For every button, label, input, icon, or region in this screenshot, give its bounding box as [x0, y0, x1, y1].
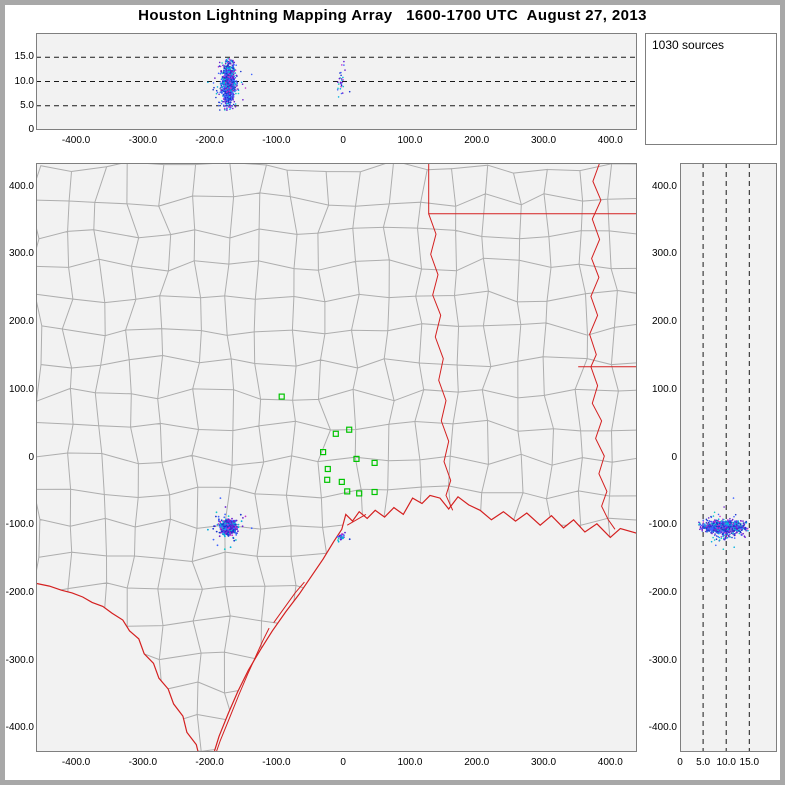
station-marker — [346, 426, 353, 433]
tick-label: 15.0 — [739, 757, 760, 768]
tick-label: 400.0 — [651, 180, 677, 192]
tick-label: 400.0 — [597, 135, 623, 146]
sources-count-label: 1030 sources — [652, 38, 725, 52]
station-marker — [332, 430, 339, 437]
tick-label: 10.0 — [716, 757, 736, 768]
tick-label: 10.0 — [14, 75, 34, 87]
tick-label: 300.0 — [530, 757, 557, 768]
tick-label: -300.0 — [648, 654, 677, 666]
station-marker — [324, 476, 331, 483]
barrier-island-line — [346, 513, 367, 526]
altitude-vs-northsouth-panel — [680, 163, 777, 752]
station-marker — [338, 478, 345, 485]
station-marker — [344, 488, 351, 495]
panel-border — [680, 163, 777, 752]
source-points-layer — [207, 497, 351, 551]
tick-label: 100.0 — [397, 757, 423, 768]
state-and-coast-borders — [36, 163, 637, 752]
tick-label: -400.0 — [61, 757, 91, 768]
panel-border — [36, 163, 637, 752]
state-border-line — [589, 163, 616, 530]
source-points-layer — [207, 57, 351, 111]
tick-label: 15.0 — [14, 51, 34, 63]
tick-label: 100.0 — [397, 135, 423, 146]
station-marker — [356, 490, 363, 497]
tick-label: 400.0 — [8, 180, 34, 192]
tick-label: -400.0 — [61, 135, 91, 146]
tick-label: 0 — [677, 757, 683, 768]
county-boundary-lines — [36, 163, 637, 752]
barrier-island-line — [273, 581, 305, 623]
tick-label: 0 — [340, 135, 346, 146]
sources-count-panel: 1030 sources — [645, 33, 777, 145]
tick-label: -200.0 — [195, 135, 224, 146]
tick-label: -300.0 — [128, 135, 158, 146]
tick-label: -100.0 — [648, 519, 677, 531]
state-border-line — [428, 213, 454, 511]
tick-label: -100.0 — [5, 519, 34, 531]
tick-label: -100.0 — [262, 135, 291, 146]
tick-label: 200.0 — [8, 316, 34, 328]
tick-label: 5.0 — [696, 757, 711, 768]
station-marker — [324, 465, 331, 473]
altitude-vs-eastwest-panel — [36, 33, 637, 130]
tick-label: 0 — [28, 451, 34, 463]
barrier-island-line — [215, 627, 270, 752]
tick-label: -200.0 — [5, 586, 34, 598]
lma-station-markers — [278, 393, 378, 497]
tick-label: -300.0 — [128, 757, 158, 768]
tick-label: -100.0 — [262, 757, 291, 768]
panel-border — [36, 33, 637, 130]
station-marker — [353, 455, 360, 462]
tick-label: 0 — [671, 451, 677, 463]
altitude-dashed-lines — [36, 56, 637, 107]
station-marker — [371, 459, 378, 466]
station-marker — [320, 449, 327, 456]
tick-label: 400.0 — [597, 757, 623, 768]
tick-label: 200.0 — [464, 135, 490, 146]
coastline-and-rio-grande — [36, 494, 637, 752]
tick-label: -300.0 — [5, 654, 34, 666]
tick-label: -200.0 — [648, 586, 677, 598]
map-panel — [36, 163, 637, 752]
tick-label: 5.0 — [20, 99, 34, 111]
source-points-layer — [698, 497, 749, 550]
station-marker — [278, 393, 285, 400]
altitude-dashed-lines — [702, 163, 750, 752]
tick-label: -400.0 — [5, 722, 34, 734]
tick-label: 100.0 — [651, 383, 677, 395]
window-title: Houston Lightning Mapping Array 1600-170… — [138, 7, 647, 24]
tick-label: 0 — [28, 124, 34, 135]
tick-label: 200.0 — [651, 316, 677, 328]
tick-label: -400.0 — [648, 722, 677, 734]
tick-label: 300.0 — [8, 248, 34, 260]
tick-label: 200.0 — [464, 757, 490, 768]
tick-label: -200.0 — [195, 757, 224, 768]
tick-label: 300.0 — [651, 248, 677, 260]
tick-label: 300.0 — [530, 135, 557, 146]
tick-label: 0 — [340, 757, 346, 768]
station-marker — [371, 488, 378, 496]
tick-label: 100.0 — [8, 383, 34, 395]
